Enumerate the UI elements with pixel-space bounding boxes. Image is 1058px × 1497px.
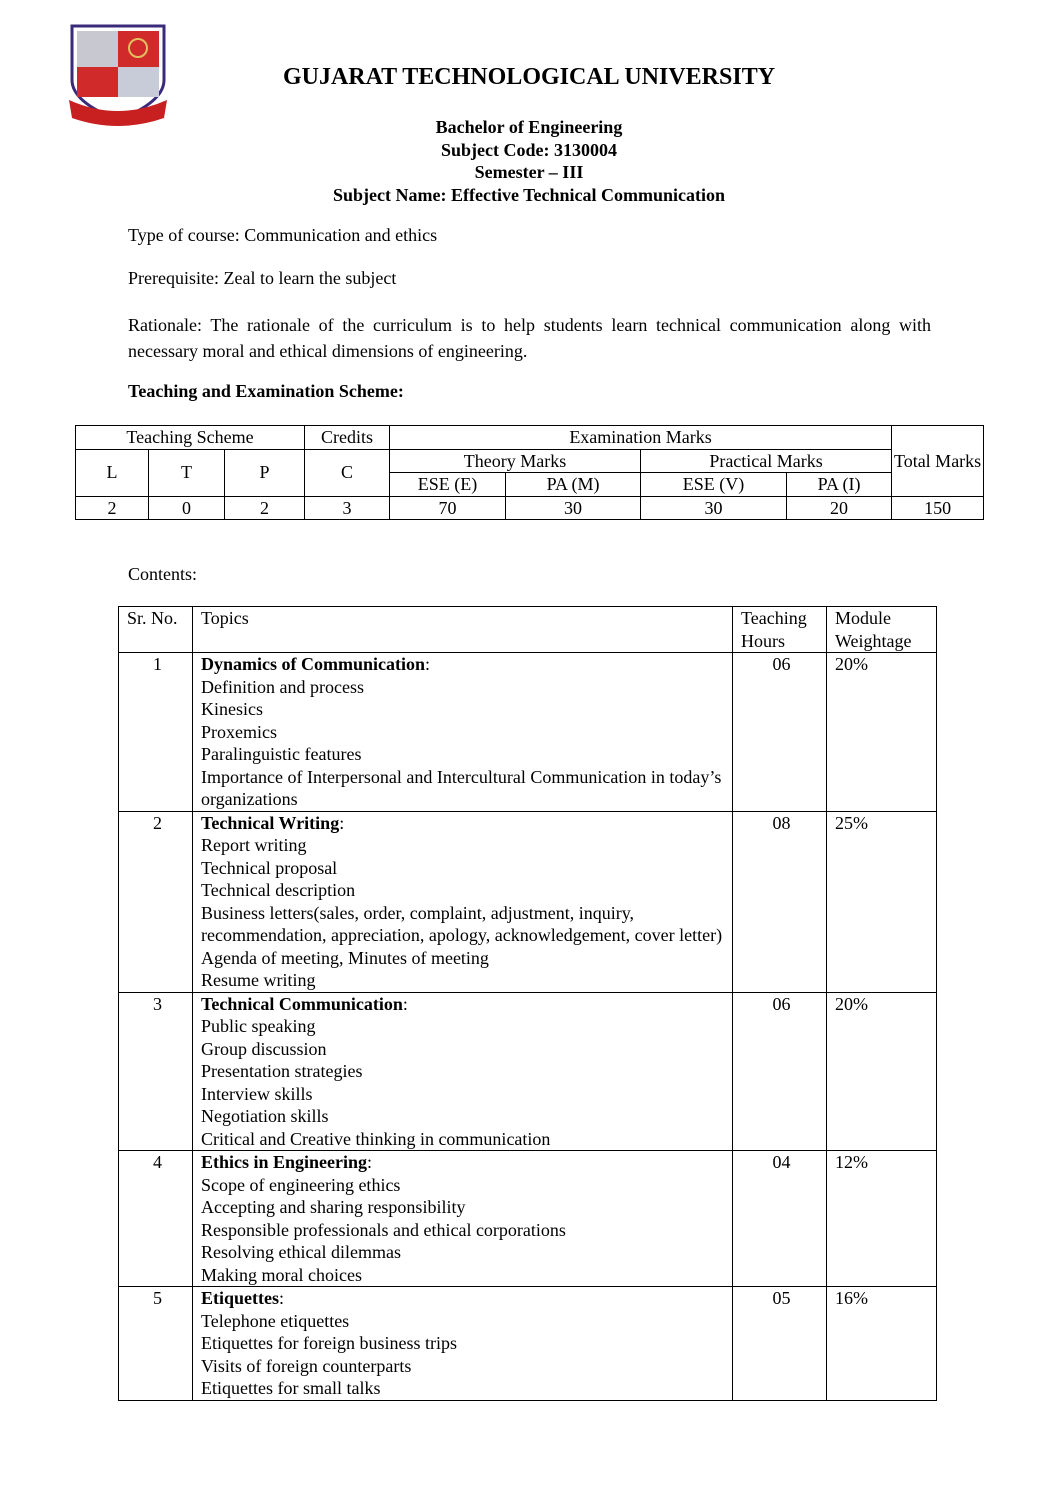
scheme-heading: Teaching and Examination Scheme: <box>128 381 404 401</box>
degree: Bachelor of Engineering <box>435 117 623 137</box>
total-marks-header: Total Marks <box>891 425 985 497</box>
topic-item: Negotiation skills <box>201 1106 329 1126</box>
topic-item: Paralinguistic features <box>201 744 362 764</box>
course-type: Type of course: Communication and ethics <box>128 225 438 245</box>
module-title: Technical Communication <box>201 993 403 1014</box>
topic-item: Scope of engineering ethics <box>201 1174 401 1195</box>
module-weightage: 20% <box>826 652 937 812</box>
cell: 30 <box>640 495 788 520</box>
ese-e-header: ESE (E) <box>389 472 507 497</box>
exam-marks-header: Examination Marks <box>389 425 893 450</box>
module-weightage: 16% <box>826 1286 937 1401</box>
sr-no: 1 <box>118 652 193 812</box>
pa-m-header: PA (M) <box>505 472 642 497</box>
topic-item: Responsible professionals and ethical co… <box>201 1219 566 1240</box>
module-title: Etiquettes <box>201 1288 279 1308</box>
sr-no: 3 <box>118 991 193 1151</box>
teaching-exam-scheme-table: Teaching Scheme Credits Examination Marks T… <box>74 425 985 520</box>
sr-no: 4 <box>118 1150 193 1287</box>
topic-item: Making moral choices <box>201 1264 362 1285</box>
topic-item: Business letters(sales, order, complaint… <box>201 902 723 946</box>
topic-item: Definition and process <box>201 676 364 697</box>
pa-i-header: PA (I) <box>786 472 893 497</box>
cell: 2 <box>223 495 306 520</box>
cell: 0 <box>148 495 225 520</box>
teaching-hours: 05 <box>732 1286 827 1401</box>
topic-item: Telephone etiquettes <box>201 1310 350 1331</box>
topic-item: Group discussion <box>201 1038 327 1059</box>
module-title: Dynamics of Communication <box>201 654 425 674</box>
credits-header: Credits <box>304 425 391 450</box>
module-title: Technical Writing <box>201 812 340 833</box>
cell: 3 <box>304 495 391 520</box>
t-header: T <box>148 448 225 497</box>
topic-item: Technical description <box>201 880 356 900</box>
l-header: L <box>75 448 149 497</box>
topic-item: Visits of foreign counterparts <box>201 1355 412 1376</box>
cell: 30 <box>505 495 642 520</box>
rationale: Rationale: The rationale of the curricul… <box>128 315 931 361</box>
topic-item: Critical and Creative thinking in commun… <box>201 1128 551 1149</box>
module-row: 2 Technical Writing: Report writing Techni… <box>118 810 937 993</box>
prerequisite: Prerequisite: Zeal to learn the subject <box>128 268 397 288</box>
topic-item: Importance of Interpersonal and Intercul… <box>201 766 722 810</box>
topics-cell: Ethics in Engineering: Scope of engineeri… <box>192 1150 733 1287</box>
semester: Semester – III <box>474 162 584 182</box>
scheme-values-row: 2 0 2 3 70 30 30 20 150 <box>75 495 985 520</box>
topic-item: Presentation strategies <box>201 1061 363 1081</box>
cell: 20 <box>786 495 893 520</box>
university-logo <box>69 24 167 126</box>
topic-item: Technical proposal <box>201 857 338 878</box>
weightage-header: Module Weightage <box>826 606 937 653</box>
p-header: P <box>223 448 306 497</box>
cell: 150 <box>891 495 985 520</box>
module-weightage: 25% <box>826 810 937 993</box>
topic-item: Etiquettes for small talks <box>201 1378 381 1398</box>
sr-no: 5 <box>118 1286 193 1401</box>
topic-item: Resolving ethical dilemmas <box>201 1242 401 1262</box>
teaching-hours: 06 <box>732 991 827 1151</box>
contents-label: Contents: <box>128 564 198 584</box>
topics-cell: Technical Communication: Public speaking G… <box>192 991 733 1151</box>
teaching-hours: 06 <box>732 652 827 812</box>
module-row: 3 Technical Communication: Public speakin… <box>118 991 937 1151</box>
topic-item: Proxemics <box>201 721 277 742</box>
topic-item: Report writing <box>201 835 307 855</box>
ese-v-header: ESE (V) <box>640 472 788 497</box>
topics-header: Topics <box>192 606 733 653</box>
topic-item: Kinesics <box>201 699 263 719</box>
cell: 2 <box>75 495 149 520</box>
module-title: Ethics in Engineering <box>201 1152 368 1172</box>
c-header: C <box>304 448 391 497</box>
hours-header: Teaching Hours <box>732 606 827 653</box>
subject-name: Subject Name: Effective Technical Commun… <box>333 184 725 205</box>
teaching-scheme-header: Teaching Scheme <box>74 425 306 450</box>
teaching-hours: 08 <box>732 810 827 993</box>
topics-cell: Dynamics of Communication: Definition and… <box>192 652 733 812</box>
module-row: 5 Etiquettes: Telephone etiquettes Etiquet… <box>118 1286 937 1401</box>
module-weightage: 20% <box>826 991 937 1151</box>
contents-table: Sr. No. Topics Teaching Hours Module Weight… <box>118 606 937 1401</box>
topic-item: Resume writing <box>201 970 316 990</box>
topic-item: Etiquettes for foreign business trips <box>201 1333 457 1353</box>
module-row: 1 Dynamics of Communication: Definition a… <box>118 652 937 812</box>
cell: 70 <box>389 495 507 520</box>
topics-cell: Technical Writing: Report writing Technica… <box>192 810 733 993</box>
topic-item: Public speaking <box>201 1016 316 1036</box>
module-weightage: 12% <box>826 1150 937 1287</box>
topics-cell: Etiquettes: Telephone etiquettes Etiquette… <box>192 1286 733 1401</box>
subject-code: Subject Code: 3130004 <box>441 139 617 160</box>
theory-marks-header: Theory Marks <box>389 448 642 473</box>
sr-no: 2 <box>118 810 193 993</box>
topic-item: Agenda of meeting, Minutes of meeting <box>201 947 489 968</box>
teaching-hours: 04 <box>732 1150 827 1287</box>
university-name: GUJARAT TECHNOLOGICAL UNIVERSITY <box>282 64 776 90</box>
sr-no-header: Sr. No. <box>118 606 193 653</box>
module-row: 4 Ethics in Engineering: Scope of enginee… <box>118 1150 937 1287</box>
topic-item: Accepting and sharing responsibility <box>201 1197 466 1217</box>
topic-item: Interview skills <box>201 1083 313 1104</box>
practical-marks-header: Practical Marks <box>640 448 893 473</box>
